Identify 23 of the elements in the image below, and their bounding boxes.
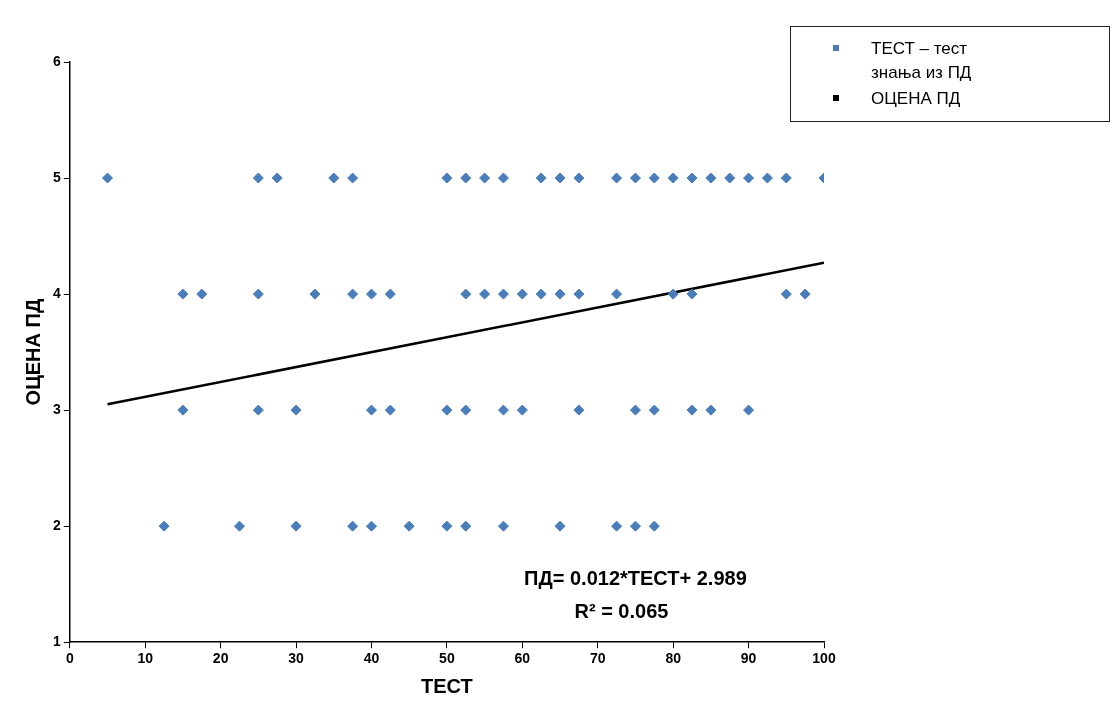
x-tick-label: 0 <box>65 650 74 667</box>
x-tick-label: 100 <box>812 650 836 667</box>
x-tick-label: 80 <box>665 650 682 667</box>
x-tick-label: 30 <box>288 650 305 667</box>
x-tick-label: 70 <box>589 650 606 667</box>
legend-label: ТЕСТ – тест знања из ПД <box>871 38 973 84</box>
x-axis-title: ТЕСТ <box>421 674 473 697</box>
y-tick-label: 3 <box>52 400 61 417</box>
y-tick-label: 5 <box>52 168 61 185</box>
y-tick-label: 2 <box>52 517 61 534</box>
x-tick-label: 90 <box>740 650 757 667</box>
annotation: R² = 0.065 <box>574 599 669 622</box>
legend-label: ОЦЕНА ПД <box>871 88 962 110</box>
y-axis-title: ОЦЕНА ПД <box>21 298 44 406</box>
y-tick-label: 4 <box>52 284 61 301</box>
x-tick-label: 40 <box>363 650 380 667</box>
x-tick-label: 50 <box>439 650 455 667</box>
x-tick-label: 60 <box>514 650 531 667</box>
annotation: ПД= 0.012*ТЕСТ+ 2.989 <box>524 566 747 589</box>
y-tick-label: 1 <box>52 633 61 650</box>
x-tick-label: 10 <box>137 650 154 667</box>
x-tick-label: 20 <box>212 650 229 667</box>
y-tick-label: 6 <box>52 52 61 69</box>
